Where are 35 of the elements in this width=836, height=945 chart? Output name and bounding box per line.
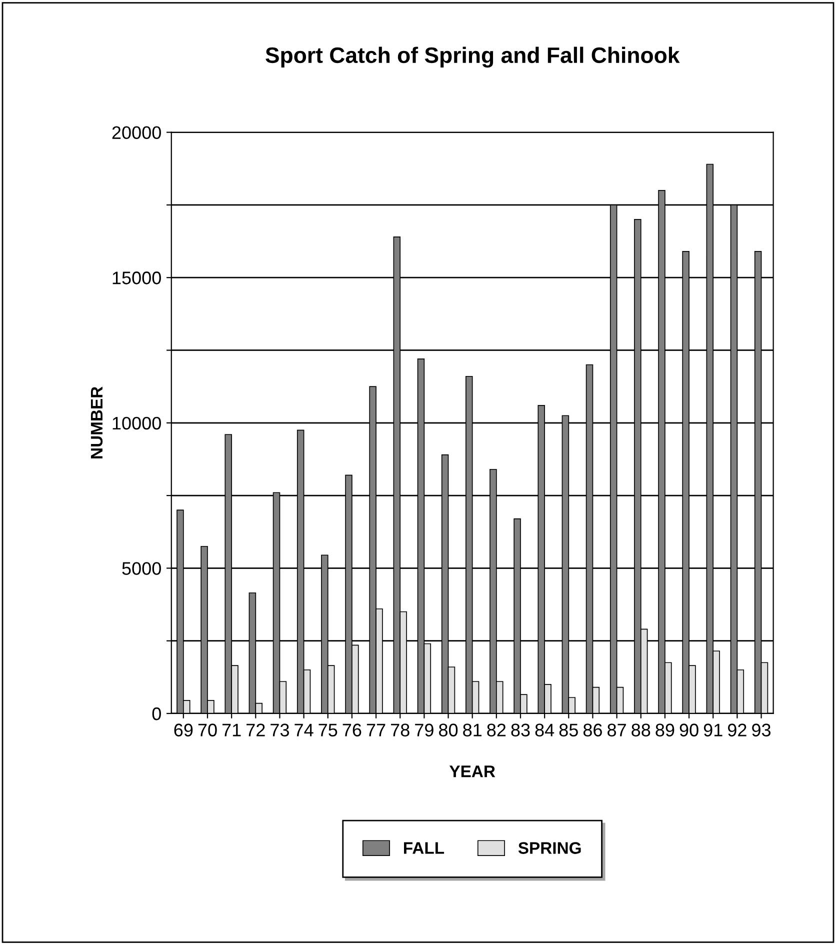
x-tick-label: 92 — [728, 724, 746, 736]
x-tick-label: 75 — [318, 724, 338, 736]
x-tick-label: 69 — [174, 724, 193, 736]
y-tick-label: 10000 — [112, 416, 161, 430]
x-tick-label: 85 — [559, 724, 578, 736]
legend-label: FALL — [404, 842, 444, 854]
x-tick-label: 74 — [294, 724, 314, 736]
y-axis-title: NUMBER — [90, 386, 103, 458]
x-tick-label: 77 — [366, 724, 386, 736]
x-tick-label: 76 — [342, 724, 362, 736]
x-tick-label: 93 — [752, 724, 771, 736]
x-tick-label: 82 — [487, 724, 506, 736]
x-tick-label: 83 — [511, 724, 530, 736]
x-tick-label: 72 — [246, 724, 265, 736]
y-tick-label: 15000 — [112, 272, 161, 284]
x-tick-label: 89 — [656, 724, 674, 736]
x-tick-label: 80 — [439, 724, 458, 736]
x-tick-label: 70 — [198, 724, 217, 736]
x-axis-title: YEAR — [449, 766, 496, 778]
x-tick-label: 79 — [415, 724, 434, 736]
y-tick-label: 20000 — [112, 126, 161, 140]
x-tick-label: 88 — [632, 724, 650, 736]
x-tick-label: 91 — [704, 724, 722, 736]
x-tick-label: 81 — [463, 724, 482, 736]
x-tick-label: 90 — [680, 724, 698, 736]
y-tick-label: 0 — [152, 707, 161, 720]
chart-title: Sport Catch of Spring and Fall Chinook — [266, 46, 680, 68]
legend-label: SPRING — [518, 842, 581, 854]
x-tick-label: 71 — [222, 724, 241, 736]
x-tick-label: 87 — [608, 724, 626, 736]
x-tick-label: 78 — [390, 724, 410, 736]
x-tick-label: 84 — [535, 724, 554, 736]
y-tick-label: 5000 — [122, 562, 161, 575]
x-tick-label: 86 — [583, 724, 602, 736]
x-tick-label: 73 — [270, 724, 289, 736]
